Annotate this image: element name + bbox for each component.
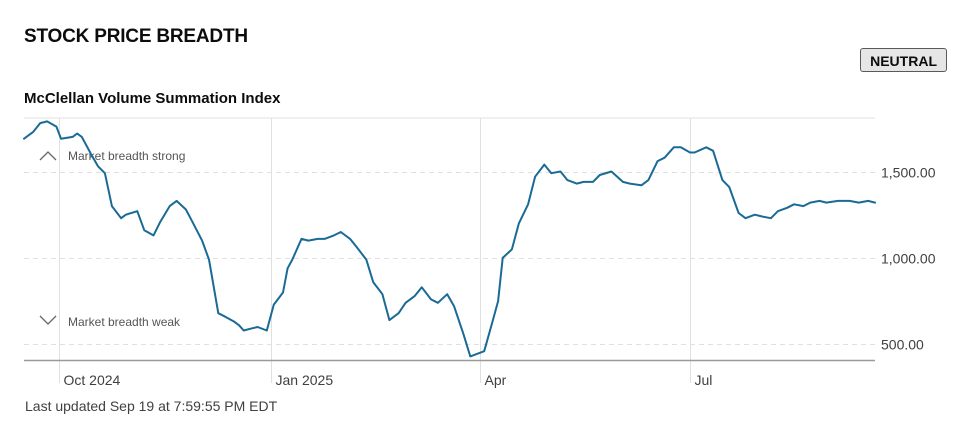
chevron-down-icon <box>39 315 57 325</box>
x-tick-label: Apr <box>485 372 507 388</box>
series-line <box>23 120 876 358</box>
y-tick-label: 1,000.00 <box>881 251 936 267</box>
x-tick-label: Oct 2024 <box>64 372 121 388</box>
breadth-annotations: Market breadth strong Market breadth weak <box>39 149 185 329</box>
sentiment-badge: NEUTRAL <box>860 48 947 72</box>
x-tick-label: Jul <box>695 372 713 388</box>
series-layer <box>23 120 876 358</box>
chevron-up-icon <box>39 151 57 161</box>
y-tick-label: 500.00 <box>881 337 924 353</box>
breadth-weak-label: Market breadth weak <box>68 315 181 329</box>
page-title: STOCK PRICE BREADTH <box>24 26 248 47</box>
chart-grid <box>24 117 875 383</box>
last-updated-text: Last updated Sep 19 at 7:59:55 PM EDT <box>25 398 278 414</box>
y-tick-label: 1,500.00 <box>881 165 936 181</box>
breadth-strong-label: Market breadth strong <box>68 149 185 163</box>
chart-subtitle[interactable]: McClellan Volume Summation Index <box>24 90 281 107</box>
x-tick-label: Jan 2025 <box>276 372 334 388</box>
chart-axes: Oct 2024 Jan 2025 Apr Jul 500.00 1,000.00 1,50… <box>24 165 936 388</box>
